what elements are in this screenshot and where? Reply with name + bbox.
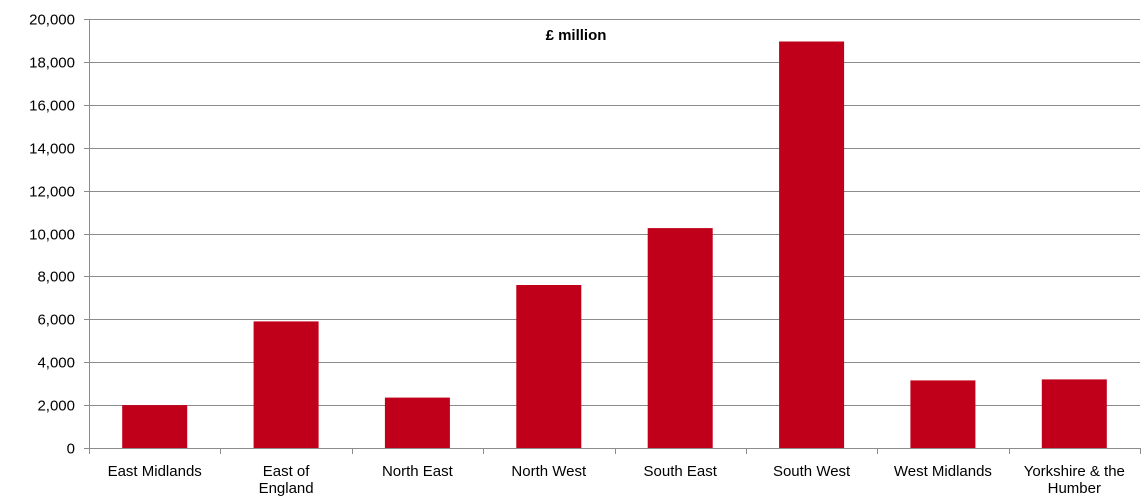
x-tick-label: West Midlands — [894, 463, 992, 480]
bar — [253, 321, 319, 448]
x-tick-label: North West — [511, 463, 587, 480]
bars — [122, 41, 1107, 448]
x-tick-label: North East — [382, 463, 454, 480]
y-tick-label: 10,000 — [29, 227, 75, 244]
x-tick-label: Yorkshire & the Humber — [1024, 463, 1125, 497]
bar — [1041, 379, 1107, 448]
y-tick-label: 2,000 — [37, 398, 75, 415]
y-tick-label: 12,000 — [29, 184, 75, 201]
x-tick-label: South East — [644, 463, 718, 480]
y-tick-labels: 0 2,000 4,000 6,000 8,000 10,000 12,000 14,000 1… — [29, 12, 75, 458]
bar — [384, 397, 450, 448]
bar — [910, 380, 976, 448]
bar — [516, 285, 582, 448]
x-tick-label: East Midlands — [108, 463, 202, 480]
y-tick-label: 20,000 — [29, 12, 75, 29]
x-tick-label: East of England — [259, 463, 314, 497]
bar — [647, 228, 713, 448]
x-tick-label: South West — [773, 463, 851, 480]
chart-title: £ million — [546, 27, 607, 44]
y-tick-label: 16,000 — [29, 98, 75, 115]
x-tick-labels: East Midlands East of England North East Nor… — [108, 463, 1125, 497]
y-tick-label: 4,000 — [37, 355, 75, 372]
y-tick-label: 14,000 — [29, 141, 75, 158]
y-tick-label: 18,000 — [29, 55, 75, 72]
y-tick-label: 8,000 — [37, 269, 75, 286]
gridlines — [89, 19, 1140, 406]
bar — [779, 41, 845, 448]
y-tick-label: 6,000 — [37, 312, 75, 329]
axes — [84, 19, 1141, 454]
y-tick-label: 0 — [67, 441, 75, 458]
bar — [122, 405, 188, 448]
